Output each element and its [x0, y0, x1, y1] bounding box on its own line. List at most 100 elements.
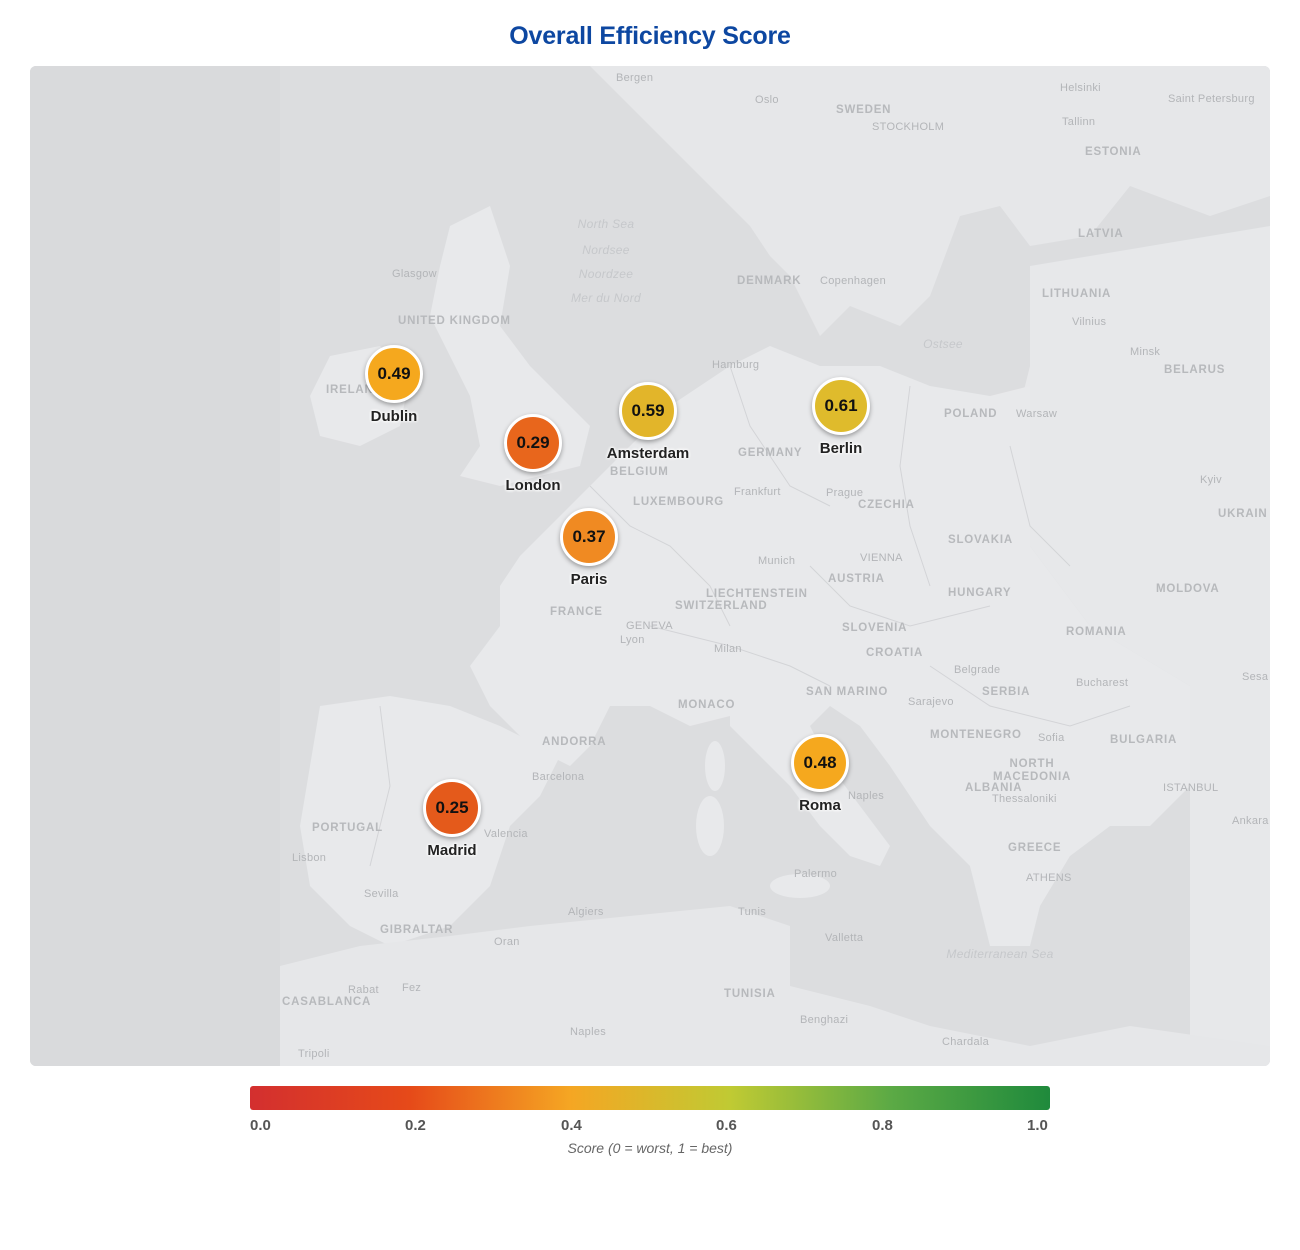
map-label: GENEVA: [626, 620, 673, 632]
map-label: SLOVENIA: [842, 622, 908, 634]
map-label: POLAND: [944, 408, 998, 420]
legend-tick: 0.8: [872, 1117, 893, 1134]
map-label: Valletta: [825, 932, 864, 944]
map-label: STOCKHOLM: [872, 121, 945, 133]
marker-label-roma: Roma: [799, 797, 841, 814]
map-label: ESTONIA: [1085, 146, 1142, 158]
map-label: AUSTRIA: [828, 573, 885, 585]
marker-berlin[interactable]: 0.61: [812, 377, 870, 435]
map-label: CROATIA: [866, 647, 924, 659]
map-label: Sevilla: [364, 888, 399, 900]
legend-tick: 0.6: [716, 1117, 737, 1134]
chart-title: Overall Efficiency Score: [509, 22, 791, 50]
map-label: DENMARK: [737, 275, 802, 287]
map-label: Vilnius: [1072, 316, 1107, 328]
map-label: MOLDOVA: [1156, 583, 1220, 595]
map-label: Barcelona: [532, 771, 585, 783]
legend-tick: 0.0: [250, 1117, 271, 1134]
map-label: Tripoli: [298, 1048, 330, 1060]
marker-label-london: London: [505, 477, 561, 494]
marker-label-dublin: Dublin: [370, 408, 418, 425]
map-label: LIECHTENSTEIN: [706, 588, 808, 600]
map-label: Valencia: [484, 828, 528, 840]
map-label: ISTANBUL: [1163, 782, 1219, 794]
map-label: Warsaw: [1016, 408, 1058, 420]
map-label: ALBANIA: [965, 782, 1023, 794]
marker-label-madrid: Madrid: [427, 842, 477, 859]
marker-paris[interactable]: 0.37: [560, 508, 618, 566]
map-label: Kyiv: [1200, 474, 1222, 486]
map-label: Ankara: [1232, 815, 1269, 827]
map-label: Thessaloniki: [992, 793, 1057, 805]
map-label: VIENNA: [860, 552, 903, 564]
map-label: LITHUANIA: [1042, 288, 1112, 300]
map-label: Helsinki: [1060, 82, 1101, 94]
map-label: BELGIUM: [610, 466, 669, 478]
map-label: Oslo: [755, 94, 779, 106]
map-label: Sarajevo: [908, 696, 954, 708]
map-label: Fez: [402, 982, 422, 994]
map-label: Bucharest: [1076, 677, 1129, 689]
map-label: Noordzee: [578, 267, 634, 281]
map-label: Nordsee: [582, 243, 630, 257]
map-label: North Sea: [577, 217, 635, 231]
map-label: Hamburg: [712, 359, 760, 371]
map-label: Bergen: [616, 72, 654, 84]
map-label: Lisbon: [292, 852, 327, 864]
map-label: GREECE: [1008, 842, 1062, 854]
map-label: Minsk: [1130, 346, 1161, 358]
map-label: Palermo: [794, 868, 838, 880]
legend-caption: Score (0 = worst, 1 = best): [567, 1140, 733, 1156]
color-scale-bar: [250, 1086, 1050, 1110]
legend-tick: 1.0: [1027, 1117, 1048, 1134]
map-label: ATHENS: [1026, 872, 1072, 884]
map-label: Sofia: [1038, 732, 1065, 744]
marker-amsterdam[interactable]: 0.59: [619, 382, 677, 440]
map-label: Sesa: [1242, 671, 1269, 683]
marker-london[interactable]: 0.29: [504, 414, 562, 472]
map-label: Naples: [570, 1026, 607, 1038]
map-label: Rabat: [348, 984, 379, 996]
map-label: Glasgow: [392, 268, 437, 280]
map-label: Mer du Nord: [571, 291, 641, 305]
map-label: ANDORRA: [542, 736, 607, 748]
map-label: SLOVAKIA: [948, 534, 1013, 546]
map-label: CZECHIA: [858, 499, 915, 511]
map-label: Ostsee: [923, 337, 963, 351]
marker-label-paris: Paris: [570, 571, 608, 588]
map-label: UNITED KINGDOM: [398, 315, 511, 327]
marker-madrid[interactable]: 0.25: [423, 779, 481, 837]
map-label: Mediterranean Sea: [946, 947, 1054, 961]
map-label: Algiers: [568, 906, 604, 918]
map-label: Prague: [826, 487, 864, 499]
map-label: Copenhagen: [820, 275, 887, 287]
marker-dublin[interactable]: 0.49: [365, 345, 423, 403]
legend-tick: 0.4: [561, 1117, 582, 1134]
map-label: UKRAIN: [1218, 508, 1268, 520]
map-label: Oran: [494, 936, 520, 948]
map-label: GERMANY: [738, 447, 803, 459]
map-label: MONTENEGRO: [930, 729, 1022, 741]
map-canvas[interactable]: Bergen Oslo SWEDEN STOCKHOLM Helsinki Sa…: [30, 66, 1270, 1066]
map-label: CASABLANCA: [282, 996, 372, 1008]
basemap: [30, 66, 1270, 1066]
map-label: Tallinn: [1062, 116, 1096, 128]
map-label: GIBRALTAR: [380, 924, 454, 936]
map-label: Lyon: [620, 634, 645, 646]
map-label: SWEDEN: [836, 104, 892, 116]
marker-roma[interactable]: 0.48: [791, 734, 849, 792]
map-label: Benghazi: [800, 1014, 849, 1026]
map-label: Tunis: [738, 906, 766, 918]
map-label: Chardala: [942, 1036, 990, 1048]
map-label: MONACO: [678, 699, 736, 711]
map-label: SERBIA: [982, 686, 1031, 698]
map-label: SWITZERLAND: [675, 600, 768, 612]
map-label: NORTH MACEDONIA: [992, 758, 1072, 783]
map-label: LUXEMBOURG: [633, 496, 725, 508]
map-label: BULGARIA: [1110, 734, 1178, 746]
map-label: PORTUGAL: [312, 822, 383, 834]
map-label: Munich: [758, 555, 796, 567]
map-label: LATVIA: [1078, 228, 1124, 240]
map-label: Belgrade: [954, 664, 1001, 676]
map-label: BELARUS: [1164, 364, 1226, 376]
